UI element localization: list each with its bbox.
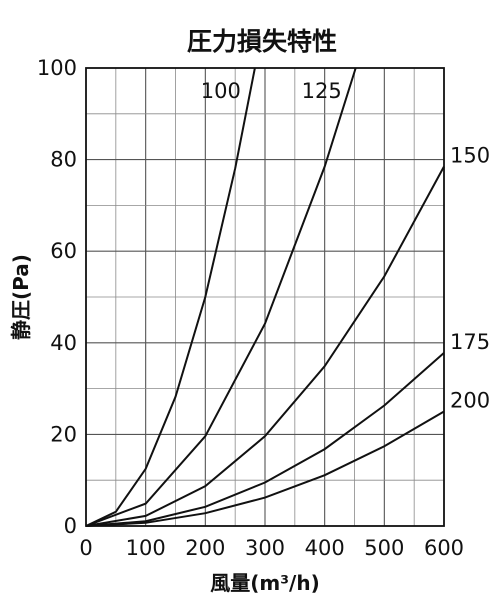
y-tick-label: 100 xyxy=(37,56,77,80)
series-label-200: 200 xyxy=(450,389,490,413)
series-label-150: 150 xyxy=(450,143,490,167)
x-axis-label: 風量(m³/h) xyxy=(210,571,319,595)
x-tick-labels: 0 100 200 300 400 500 600 xyxy=(79,536,464,560)
curve-200 xyxy=(85,410,445,527)
x-tick-label: 100 xyxy=(126,536,166,560)
x-tick-label: 0 xyxy=(79,536,92,560)
chart-title: 圧力損失特性 xyxy=(187,27,337,56)
series-labels: 100 125 150 175 200 xyxy=(201,79,490,413)
y-tick-labels: 0 20 40 60 80 100 xyxy=(37,56,77,538)
y-axis-label: 静圧(Pa) xyxy=(9,254,33,340)
series-label-100: 100 xyxy=(201,79,241,103)
x-tick-label: 600 xyxy=(424,536,464,560)
y-tick-label: 80 xyxy=(50,148,77,172)
x-tick-label: 500 xyxy=(364,536,404,560)
curve-125 xyxy=(85,67,357,527)
y-tick-label: 60 xyxy=(50,239,77,263)
x-tick-label: 200 xyxy=(185,536,225,560)
series-label-175: 175 xyxy=(450,330,490,354)
series-label-125: 125 xyxy=(302,79,342,103)
curves xyxy=(85,67,445,527)
curve-150 xyxy=(85,166,445,527)
x-tick-label: 300 xyxy=(245,536,285,560)
grid xyxy=(86,68,444,526)
y-tick-label: 20 xyxy=(50,422,77,446)
curve-100 xyxy=(85,67,256,527)
plot-frame xyxy=(85,67,445,527)
y-tick-label: 0 xyxy=(64,514,77,538)
x-tick-label: 400 xyxy=(305,536,345,560)
curve-175 xyxy=(85,352,445,527)
y-tick-label: 40 xyxy=(50,331,77,355)
